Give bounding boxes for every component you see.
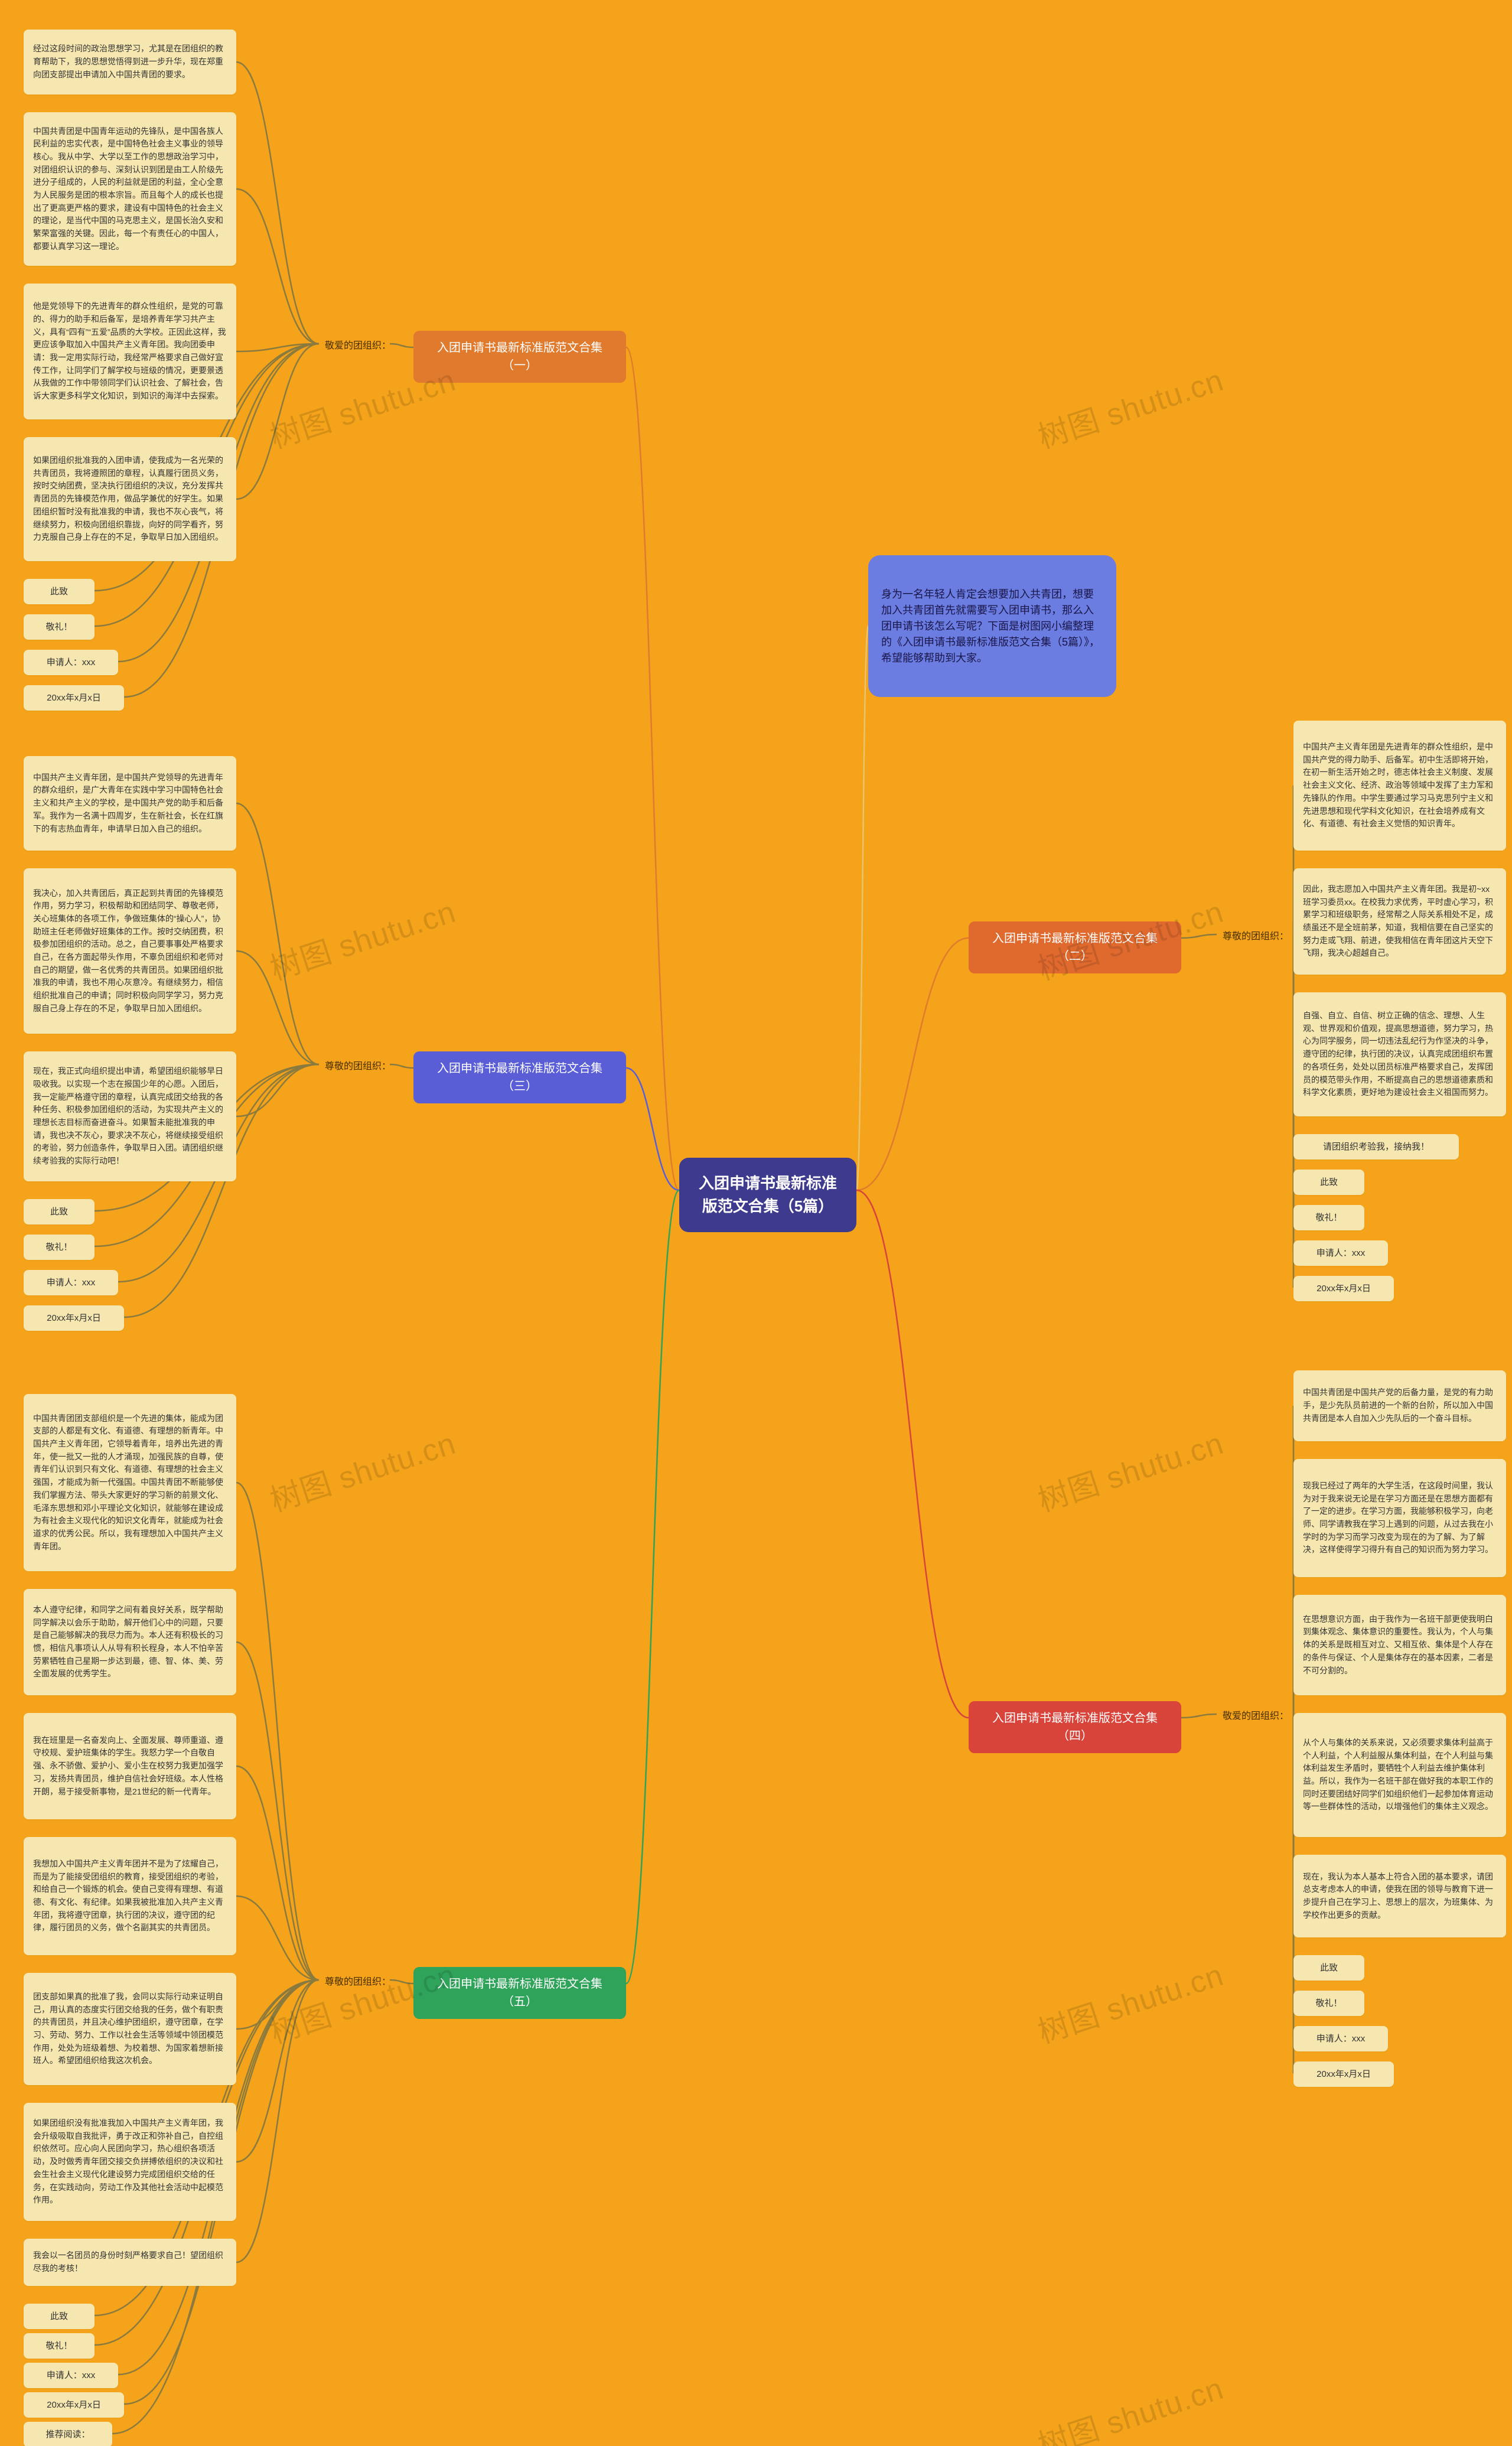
leaf-node: 20xx年x月x日 — [1293, 1276, 1394, 1301]
leaf-node: 他是党领导下的先进青年的群众性组织，是党的可靠的、得力的助手和后备军，是培养青年… — [24, 284, 236, 419]
leaf-node: 申请人：xxx — [1293, 1240, 1388, 1266]
leaf-node: 从个人与集体的关系来说，又必须要求集体利益高于个人利益，个人利益服从集体利益，在… — [1293, 1713, 1506, 1837]
branch-node: 入团申请书最新标准版范文合集（五） — [413, 1967, 626, 2019]
watermark: 树图 shutu.cn — [1031, 1950, 1228, 2051]
branch-node: 入团申请书最新标准版范文合集（二） — [969, 921, 1181, 973]
leaf-node: 我想加入中国共产主义青年团并不是为了炫耀自己，而是为了能接受团组织的教育，接受团… — [24, 1837, 236, 1955]
leaf-node: 20xx年x月x日 — [1293, 2061, 1394, 2087]
leaf-node: 自强、自立、自信、树立正确的信念、理想、人生观、世界观和价值观，提高思想道德，努… — [1293, 992, 1506, 1116]
intro-node: 身为一名年轻人肯定会想要加入共青团，想要加入共青团首先就需要写入团申请书，那么入… — [868, 555, 1116, 697]
leaf-node: 因此，我志愿加入中国共产主义青年团。我是初~xx班学习委员xx。在校我力求优秀，… — [1293, 868, 1506, 975]
sub-label: 尊敬的团组织： — [319, 1972, 397, 1993]
leaf-node: 推荐阅读： — [24, 2422, 112, 2446]
leaf-node: 中国共青团是中国共产党的后备力量，是党的有力助手，是少先队员前进的一个新的台阶，… — [1293, 1370, 1506, 1441]
watermark: 树图 shutu.cn — [1031, 2363, 1228, 2446]
sub-label: 敬爱的团组织： — [319, 336, 397, 357]
leaf-node: 中国共青团是中国青年运动的先锋队，是中国各族人民利益的忠实代表，是中国特色社会主… — [24, 112, 236, 266]
leaf-node: 20xx年x月x日 — [24, 685, 124, 711]
leaf-node: 我会以一名团员的身份时刻严格要求自己！望团组织尽我的考核！ — [24, 2239, 236, 2286]
root-node: 入团申请书最新标准版范文合集（5篇） — [679, 1158, 856, 1232]
leaf-node: 中国共产主义青年团是先进青年的群众性组织，是中国共产党的得力助手、后备军。初中生… — [1293, 721, 1506, 851]
leaf-node: 本人遵守纪律，和同学之间有着良好关系，既学帮助同学解决以会乐于助助，解开他们心中… — [24, 1589, 236, 1695]
leaf-node: 20xx年x月x日 — [24, 1305, 124, 1331]
leaf-node: 敬礼！ — [1293, 1991, 1364, 2016]
leaf-node: 此致 — [24, 2304, 94, 2329]
leaf-node: 如果团组织批准我的入团申请，使我成为一名光荣的共青团员，我将遵照团的章程，认真履… — [24, 437, 236, 561]
leaf-node: 敬礼！ — [24, 1235, 94, 1260]
branch-node: 入团申请书最新标准版范文合集（三） — [413, 1051, 626, 1103]
leaf-node: 在思想意识方面，由于我作为一名班干部更使我明白到集体观念、集体意识的重要性。我认… — [1293, 1595, 1506, 1695]
leaf-node: 敬礼！ — [1293, 1205, 1364, 1230]
leaf-node: 此致 — [1293, 1170, 1364, 1195]
leaf-node: 团支部如果真的批准了我，会同以实际行动来证明自己，用认真的态度实行团交给我的任务… — [24, 1973, 236, 2085]
branch-node: 入团申请书最新标准版范文合集（四） — [969, 1701, 1181, 1753]
leaf-node: 如果团组织没有批准我加入中国共产主义青年团，我会升级吸取自我批评，勇于改正和弥补… — [24, 2103, 236, 2221]
leaf-node: 申请人：xxx — [24, 1270, 118, 1295]
leaf-node: 20xx年x月x日 — [24, 2392, 124, 2418]
leaf-node: 中国共青团团支部组织是一个先进的集体，能成为团支部的人都是有文化、有道德、有理想… — [24, 1394, 236, 1571]
watermark: 树图 shutu.cn — [263, 887, 460, 988]
leaf-node: 中国共产主义青年团，是中国共产党领导的先进青年的群众组织，是广大青年在实践中学习… — [24, 756, 236, 851]
leaf-node: 此致 — [24, 1199, 94, 1224]
leaf-node: 请团组织考验我，接纳我！ — [1293, 1134, 1459, 1160]
leaf-node: 经过这段时间的政治思想学习，尤其是在团组织的教育帮助下，我的思想觉悟得到进一步升… — [24, 30, 236, 95]
leaf-node: 此致 — [24, 579, 94, 604]
leaf-node: 申请人：xxx — [24, 650, 118, 675]
leaf-node: 此致 — [1293, 1955, 1364, 1981]
leaf-node: 我在班里是一名奋发向上、全面发展、尊师重道、遵守校规、爱护班集体的学生。我怒力学… — [24, 1713, 236, 1819]
leaf-node: 现在，我认为本人基本上符合入团的基本要求，请团总支考虑本人的申请，使我在团的领导… — [1293, 1855, 1506, 1937]
sub-label: 尊敬的团组织： — [1217, 926, 1295, 947]
leaf-node: 我决心，加入共青团后，真正起到共青团的先锋模范作用，努力学习，积极帮助和团结同学… — [24, 868, 236, 1034]
leaf-node: 敬礼！ — [24, 2333, 94, 2359]
watermark: 树图 shutu.cn — [1031, 355, 1228, 457]
leaf-node: 申请人：xxx — [1293, 2026, 1388, 2051]
leaf-node: 敬礼！ — [24, 614, 94, 640]
branch-node: 入团申请书最新标准版范文合集（一） — [413, 331, 626, 383]
watermark: 树图 shutu.cn — [1031, 1418, 1228, 1520]
sub-label: 敬爱的团组织： — [1217, 1706, 1295, 1727]
leaf-node: 现在，我正式向组织提出申请，希望团组织能够早日吸收我。以实现一个志在报国少年的心… — [24, 1051, 236, 1181]
leaf-node: 申请人：xxx — [24, 2363, 118, 2388]
leaf-node: 现我已经过了两年的大学生活，在这段时间里，我认为对于我来说无论是在学习方面还是在… — [1293, 1459, 1506, 1577]
sub-label: 尊敬的团组织： — [319, 1056, 397, 1077]
watermark: 树图 shutu.cn — [263, 1418, 460, 1520]
